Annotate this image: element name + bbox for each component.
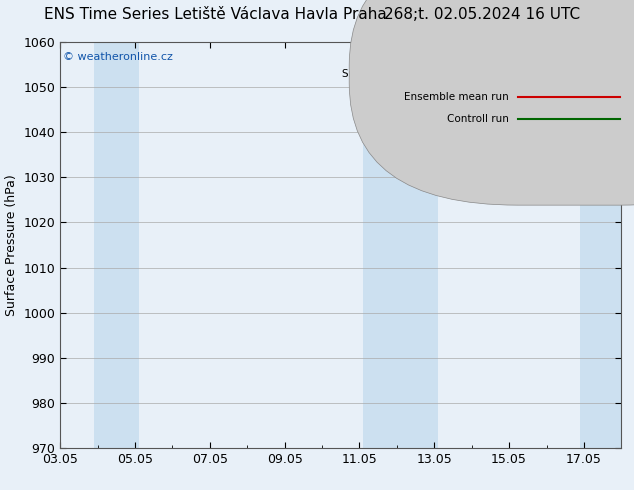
Text: Controll run: Controll run (447, 114, 509, 124)
Bar (363, 42, 438, 448)
Text: min/max: min/max (463, 47, 509, 57)
Bar (580, 42, 621, 448)
Bar (94, 42, 139, 448)
Text: 268;t. 02.05.2024 16 UTC: 268;t. 02.05.2024 16 UTC (384, 7, 580, 23)
Text: Ensemble mean run: Ensemble mean run (404, 92, 509, 101)
Text: ENS Time Series Letiště Václava Havla Praha: ENS Time Series Letiště Václava Havla Pr… (44, 7, 387, 23)
FancyBboxPatch shape (349, 0, 634, 205)
Text: © weatheronline.cz: © weatheronline.cz (63, 52, 173, 62)
Y-axis label: Surface Pressure (hPa): Surface Pressure (hPa) (5, 174, 18, 316)
Text: Sm  283;rodatn acute; odchylka: Sm 283;rodatn acute; odchylka (342, 69, 509, 79)
